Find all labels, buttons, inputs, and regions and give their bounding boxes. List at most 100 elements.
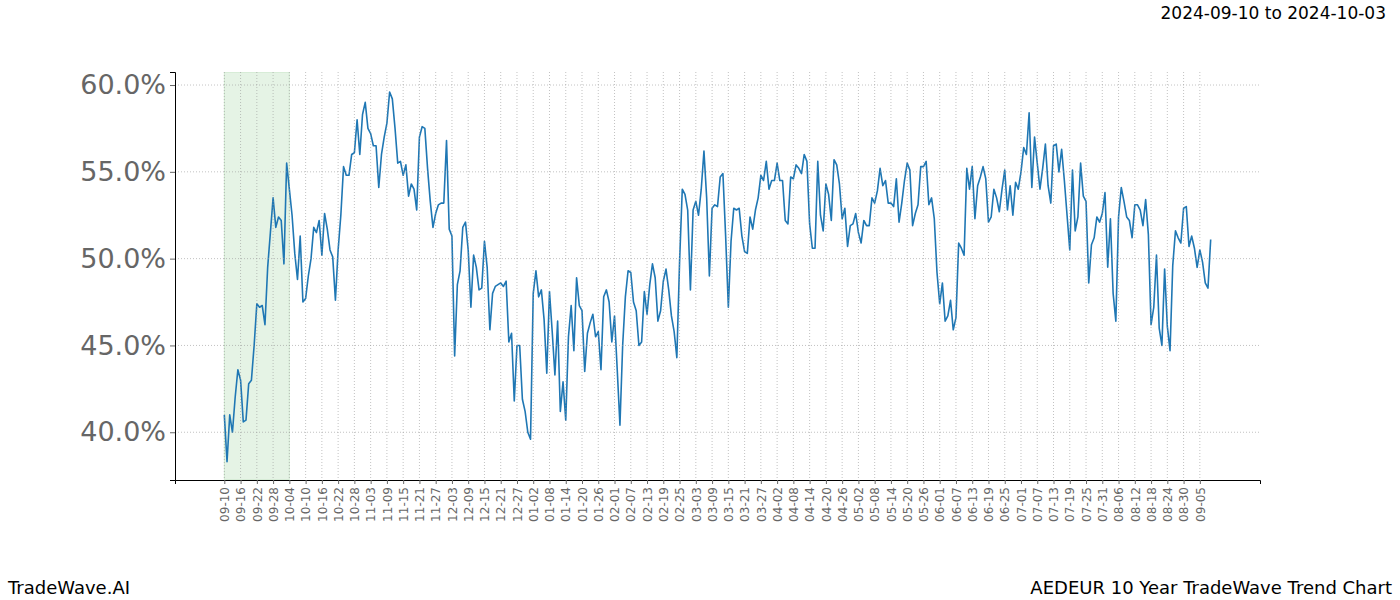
x-tick-label: 12-15 <box>478 487 492 522</box>
grid-line <box>175 258 1260 259</box>
x-tick-label: 11-09 <box>381 487 395 522</box>
x-tick: 10-28 <box>348 480 362 522</box>
x-tick-mark <box>241 480 242 484</box>
x-axis: 09-1009-1609-2209-2810-0410-1010-1610-22… <box>176 480 1261 522</box>
x-tick-mark <box>1054 480 1055 484</box>
grid-line <box>451 72 452 480</box>
x-tick-label: 08-24 <box>1161 487 1175 522</box>
x-tick: 07-13 <box>1047 480 1061 522</box>
plot-area <box>224 72 1210 480</box>
x-tick-mark <box>1200 480 1201 484</box>
x-tick-label: 09-10 <box>218 487 232 522</box>
grid-line <box>516 72 517 480</box>
grid-line <box>923 72 924 480</box>
x-tick-label: 12-09 <box>462 487 476 522</box>
trend-line <box>224 92 1210 462</box>
x-tick: 05-02 <box>852 480 866 522</box>
x-tick: 10-10 <box>299 480 313 522</box>
x-tick-label: 02-19 <box>657 487 671 522</box>
x-tick-label: 09-05 <box>1194 487 1208 522</box>
grid-line <box>647 72 648 480</box>
grid-line <box>858 72 859 480</box>
y-tick: 55.0% <box>80 156 175 187</box>
x-tick-mark <box>810 480 811 484</box>
x-tick-label: 11-15 <box>397 487 411 522</box>
x-tick-mark <box>988 480 989 484</box>
x-tick: 08-06 <box>1112 480 1126 522</box>
grid-line <box>386 72 387 480</box>
x-tick: 04-14 <box>803 480 817 522</box>
x-tick-label: 10-22 <box>332 487 346 522</box>
x-tick-label: 01-08 <box>543 487 557 522</box>
x-tick-label: 03-27 <box>755 487 769 522</box>
grid-line <box>175 432 1260 433</box>
x-tick: 06-19 <box>982 480 996 522</box>
grid-line <box>175 85 1260 86</box>
y-tick-mark <box>170 345 175 346</box>
x-tick-label: 12-03 <box>446 487 460 522</box>
x-tick-mark <box>1151 480 1152 484</box>
y-tick-mark <box>170 432 175 433</box>
x-tick-mark <box>549 480 550 484</box>
grid-line <box>582 72 583 480</box>
x-tick-label: 02-13 <box>641 487 655 522</box>
grid-line <box>988 72 989 480</box>
x-tick-mark <box>306 480 307 484</box>
x-tick-mark <box>1102 480 1103 484</box>
grid-line <box>760 72 761 480</box>
grid-line <box>614 72 615 480</box>
x-tick-mark <box>728 480 729 484</box>
x-tick-mark <box>371 480 372 484</box>
x-tick: 02-19 <box>657 480 671 522</box>
x-tick-mark <box>761 480 762 484</box>
grid-line <box>370 72 371 480</box>
x-tick-label: 04-20 <box>820 487 834 522</box>
grid-line <box>175 171 1260 172</box>
grid-line <box>1037 72 1038 480</box>
x-tick-mark <box>354 480 355 484</box>
x-tick: 04-08 <box>787 480 801 522</box>
y-tick-label: 50.0% <box>80 243 166 274</box>
x-tick-mark <box>533 480 534 484</box>
y-tick: 40.0% <box>80 416 175 447</box>
grid-line <box>338 72 339 480</box>
x-tick: 07-19 <box>1063 480 1077 522</box>
x-tick: 03-03 <box>690 480 704 522</box>
grid-line <box>1053 72 1054 480</box>
x-tick-label: 06-07 <box>950 487 964 522</box>
x-tick-mark <box>1184 480 1185 484</box>
grid-line <box>224 72 225 480</box>
x-tick: 01-26 <box>592 480 606 522</box>
x-tick-mark <box>566 480 567 484</box>
x-tick: 01-02 <box>527 480 541 522</box>
x-tick-label: 05-20 <box>901 487 915 522</box>
x-tick-label: 03-21 <box>738 487 752 522</box>
grid-line <box>777 72 778 480</box>
y-tick-label: 60.0% <box>80 69 166 100</box>
grid-line <box>1069 72 1070 480</box>
x-tick-label: 03-15 <box>722 487 736 522</box>
x-tick-mark <box>322 480 323 484</box>
x-tick: 12-21 <box>494 480 508 522</box>
grid-line <box>468 72 469 480</box>
x-tick: 06-01 <box>933 480 947 522</box>
x-tick: 07-25 <box>1080 480 1094 522</box>
grid-line <box>842 72 843 480</box>
x-tick: 02-07 <box>624 480 638 522</box>
x-tick-mark <box>826 480 827 484</box>
x-tick-mark <box>647 480 648 484</box>
grid-line <box>305 72 306 480</box>
x-tick-label: 04-14 <box>803 487 817 522</box>
x-tick: 09-22 <box>251 480 265 522</box>
x-tick-mark <box>940 480 941 484</box>
x-tick-label: 03-09 <box>706 487 720 522</box>
x-tick-label: 08-18 <box>1145 487 1159 522</box>
x-tick: 11-09 <box>381 480 395 522</box>
grid-line <box>419 72 420 480</box>
x-tick-label: 09-28 <box>267 487 281 522</box>
x-tick-label: 07-07 <box>1031 487 1045 522</box>
x-tick-mark <box>224 480 225 484</box>
x-tick-mark <box>1135 480 1136 484</box>
grid-line <box>630 72 631 480</box>
x-tick: 10-16 <box>316 480 330 522</box>
